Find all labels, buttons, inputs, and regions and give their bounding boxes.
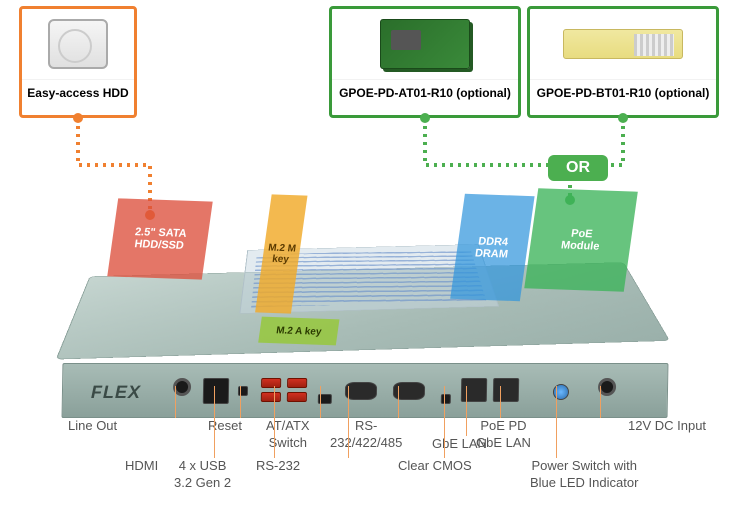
module-label: M.2 M key	[266, 243, 297, 266]
module-poe: PoE Module	[524, 188, 638, 291]
leader-rs232	[348, 386, 349, 458]
leader-pwr	[556, 386, 557, 458]
leader-cmos	[444, 386, 445, 458]
leader-poepd	[500, 386, 501, 418]
leader-gbe	[466, 386, 467, 436]
module-label: PoE	[570, 228, 593, 241]
module-label: M.2 A key	[275, 325, 322, 338]
leader-rs422	[398, 386, 399, 418]
or-badge: OR	[548, 155, 608, 181]
module-m2-a-key: M.2 A key	[258, 317, 339, 346]
module-label: Module	[560, 239, 600, 252]
module-label: DRAM	[474, 247, 509, 260]
module-label: HDD/SSD	[134, 238, 185, 252]
leader-hdmi	[214, 386, 215, 458]
module-label: DDR4	[477, 235, 508, 248]
leader-dc	[600, 386, 601, 418]
leader-lineout	[175, 386, 176, 418]
module-ddr4-dram: DDR4 DRAM	[450, 194, 534, 301]
leader-usb	[274, 386, 275, 458]
leader-atx	[320, 386, 321, 418]
leader-reset	[240, 386, 241, 418]
module-sata-bay: 2.5" SATA HDD/SSD	[107, 198, 212, 279]
